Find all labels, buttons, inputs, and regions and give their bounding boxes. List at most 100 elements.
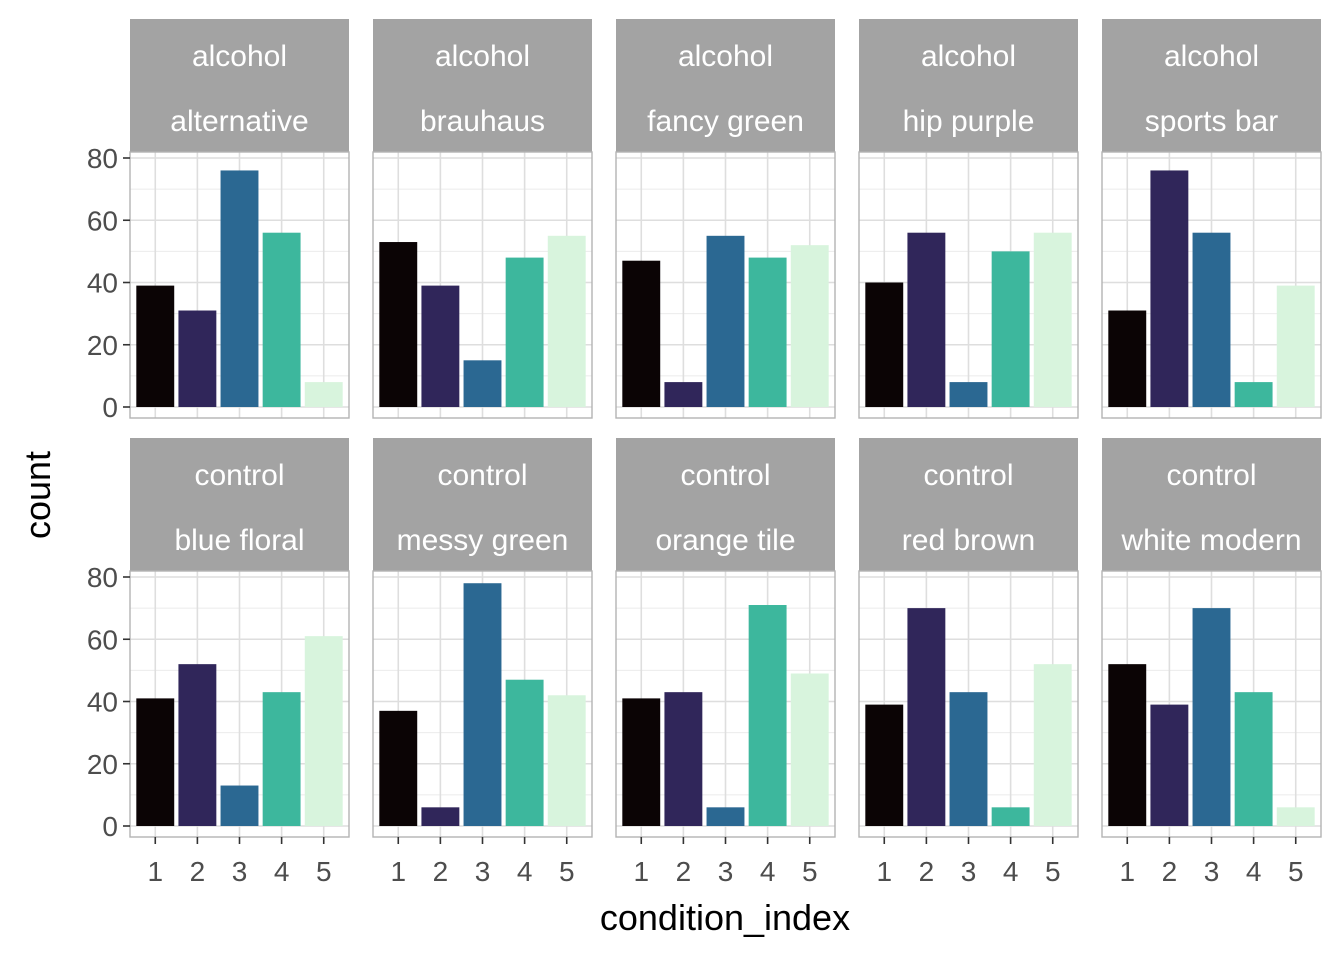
bar [1192, 232, 1231, 407]
bar [379, 710, 418, 826]
bar [907, 608, 946, 826]
bar [1234, 382, 1273, 407]
bar [463, 583, 502, 826]
bar [304, 382, 343, 407]
y-tick-label: 0 [102, 392, 118, 423]
bar [463, 360, 502, 407]
strip-label-condition: sports bar [1145, 105, 1278, 138]
strip-label-condition: red brown [902, 524, 1035, 557]
facet-panel: control blue floral [129, 438, 350, 838]
bar [991, 807, 1030, 826]
x-tick-label: 2 [919, 856, 935, 887]
y-tick-label: 60 [87, 205, 118, 236]
strip-label-group: alcohol [192, 40, 287, 73]
facet-panel: control orange tile [615, 438, 836, 838]
y-tick-label: 20 [87, 749, 118, 780]
facet-strip [373, 438, 592, 571]
bar [1033, 232, 1072, 407]
x-tick-label: 3 [475, 856, 491, 887]
facet-strip [1102, 438, 1321, 571]
x-tick-label: 4 [517, 856, 533, 887]
facet-strip [130, 19, 349, 152]
bar [1276, 285, 1315, 407]
bar [136, 698, 175, 826]
x-axis-title: condition_index [600, 897, 850, 938]
facet-strip [373, 19, 592, 152]
facet-panel: alcohol fancy green [615, 19, 836, 419]
strip-label-group: control [680, 459, 770, 492]
x-tick-label: 3 [718, 856, 734, 887]
x-tick-label: 1 [876, 856, 892, 887]
bar [865, 704, 904, 826]
bar [1150, 704, 1189, 826]
facet-strip [859, 19, 1078, 152]
x-tick-label: 2 [433, 856, 449, 887]
panels-layer: alcoholalternativealcoholbrauhausalcohol… [129, 19, 1322, 838]
strip-label-condition: brauhaus [420, 105, 545, 138]
bar [706, 807, 745, 826]
strip-label-group: alcohol [1164, 40, 1259, 73]
bar [622, 260, 661, 407]
x-tick-label: 3 [232, 856, 248, 887]
x-tick-label: 5 [802, 856, 818, 887]
panel-border [858, 151, 1079, 419]
facet-strip [616, 438, 835, 571]
strip-label-condition: alternative [170, 105, 308, 138]
y-tick-label: 80 [87, 562, 118, 593]
facet-panel: control white modern [1101, 438, 1322, 838]
strip-label-condition: white modern [1120, 524, 1301, 557]
bar [664, 692, 703, 826]
x-tick-label: 1 [147, 856, 163, 887]
y-tick-label: 20 [87, 330, 118, 361]
bar [1276, 807, 1315, 826]
panel-border [129, 151, 350, 419]
bar [907, 232, 946, 407]
strip-label-condition: fancy green [647, 105, 804, 138]
bar [220, 785, 259, 826]
x-tick-label: 5 [316, 856, 332, 887]
facet-strip [130, 438, 349, 571]
bar [505, 679, 544, 826]
bar [421, 807, 460, 826]
strip-label-group: control [437, 459, 527, 492]
bar [220, 170, 259, 407]
facet-panel: control red brown [858, 438, 1079, 838]
facet-panel: alcohol sports bar [1101, 19, 1322, 419]
facet-panel: alcohol brauhaus [372, 19, 593, 419]
strip-label-group: alcohol [678, 40, 773, 73]
strip-label-group: control [1166, 459, 1256, 492]
facet-panel: control messy green [372, 438, 593, 838]
x-tick-label: 4 [1246, 856, 1262, 887]
bar [790, 673, 829, 826]
x-tick-label: 3 [1204, 856, 1220, 887]
x-tick-label: 1 [1119, 856, 1135, 887]
x-tick-label: 2 [1162, 856, 1178, 887]
y-tick-label: 40 [87, 687, 118, 718]
bar [748, 257, 787, 407]
bar [1033, 664, 1072, 826]
y-tick-label: 0 [102, 811, 118, 842]
x-tick-label: 3 [961, 856, 977, 887]
bar [949, 382, 988, 407]
bar [748, 605, 787, 826]
strip-label-group: control [923, 459, 1013, 492]
panel-border [1101, 151, 1322, 419]
bar [1150, 170, 1189, 407]
x-tick-label: 2 [190, 856, 206, 887]
x-tick-label: 4 [760, 856, 776, 887]
bar [379, 242, 418, 407]
bar [421, 285, 460, 407]
bar [1192, 608, 1231, 826]
strip-label-group: control [194, 459, 284, 492]
facet-strip [1102, 19, 1321, 152]
y-tick-label: 40 [87, 268, 118, 299]
x-tick-label: 4 [1003, 856, 1019, 887]
y-tick-label: 80 [87, 143, 118, 174]
bar [304, 636, 343, 826]
bar [949, 692, 988, 826]
bar [622, 698, 661, 826]
y-axis-title: count [17, 451, 58, 539]
bar [664, 382, 703, 407]
strip-label-condition: blue floral [174, 524, 304, 557]
strip-label-condition: hip purple [903, 105, 1035, 138]
